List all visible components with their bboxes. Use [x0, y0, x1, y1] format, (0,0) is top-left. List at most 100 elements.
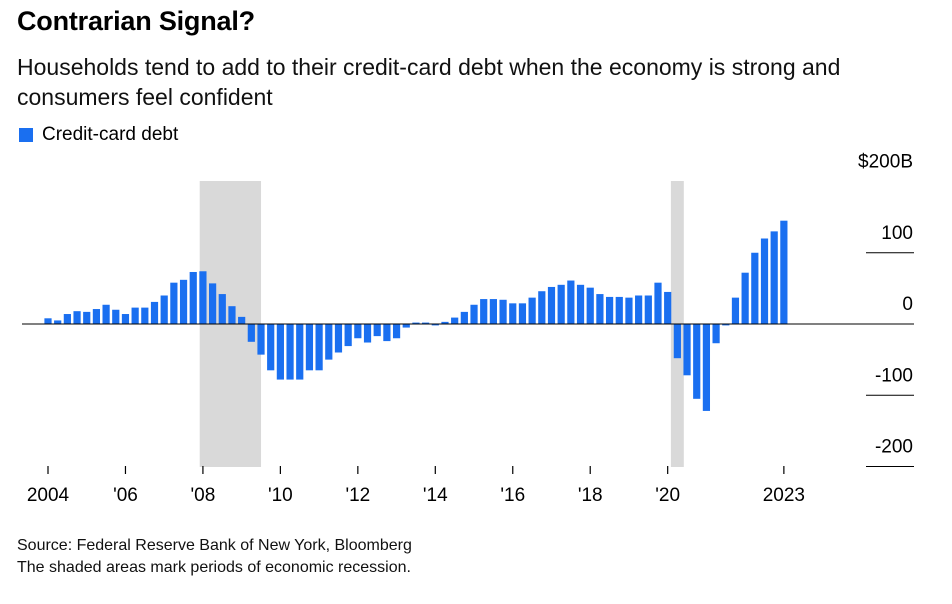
chart-subtitle: Households tend to add to their credit-c…	[17, 54, 841, 110]
bar	[412, 322, 420, 324]
bar	[625, 297, 633, 324]
bar	[305, 324, 314, 371]
bar	[431, 324, 439, 326]
bar	[712, 324, 720, 344]
y-tick-label: -100	[875, 365, 913, 386]
x-tick-label: '16	[500, 485, 525, 506]
x-tick-label: '18	[578, 485, 603, 506]
bar	[422, 322, 430, 324]
bar	[451, 317, 459, 324]
y-tick-label: 0	[902, 294, 913, 315]
x-tick-label: '14	[423, 485, 448, 506]
y-tick-label: -200	[875, 437, 913, 458]
x-tick-label: '08	[191, 485, 216, 506]
bar	[567, 280, 575, 324]
bar	[518, 303, 527, 324]
bar	[654, 282, 662, 324]
bar	[489, 299, 497, 324]
x-tick-label: 2004	[27, 485, 70, 506]
bar	[247, 324, 255, 342]
bar	[325, 324, 333, 360]
bar	[44, 318, 52, 324]
bar	[683, 324, 691, 376]
bar	[392, 324, 401, 339]
bar	[402, 324, 410, 328]
legend-label: Credit-card debt	[42, 124, 179, 145]
bar	[547, 286, 556, 324]
bar	[557, 284, 565, 324]
bar	[257, 324, 265, 355]
bar	[741, 272, 749, 324]
bar	[751, 252, 759, 324]
bar	[189, 271, 197, 324]
bar	[160, 295, 168, 324]
bar	[576, 284, 585, 324]
x-tick-label: '10	[268, 485, 293, 506]
bar	[615, 296, 623, 324]
bar	[63, 314, 71, 324]
bar	[276, 324, 284, 380]
source-note: Source: Federal Reserve Bank of New York…	[17, 537, 412, 554]
bar	[121, 314, 130, 324]
bar	[218, 294, 226, 324]
bar	[702, 324, 711, 411]
bar	[480, 299, 488, 324]
bar	[209, 283, 217, 324]
bar	[112, 309, 120, 324]
x-tick-label: 2023	[763, 485, 805, 506]
y-tick-label: 100	[881, 223, 913, 244]
bar	[102, 304, 110, 324]
bar	[586, 287, 594, 324]
bar	[363, 324, 372, 343]
bar	[635, 295, 643, 324]
bar	[286, 324, 294, 380]
footer: Source: Federal Reserve Bank of New York…	[17, 535, 412, 579]
bar	[499, 299, 507, 324]
recession-note: The shaded areas mark periods of economi…	[17, 559, 411, 576]
bar	[760, 238, 769, 324]
x-tick-label: '20	[655, 485, 680, 506]
bar	[605, 296, 614, 324]
bar	[296, 324, 304, 380]
bar	[228, 306, 236, 324]
bar	[315, 324, 323, 371]
bar	[83, 311, 91, 324]
x-tick-label: '06	[113, 485, 138, 506]
bar	[131, 307, 139, 324]
bar	[693, 324, 701, 399]
bar	[373, 324, 381, 337]
bar	[664, 291, 672, 324]
bar	[73, 311, 81, 324]
bar	[92, 309, 101, 324]
bar	[238, 316, 246, 324]
bar	[354, 324, 362, 339]
legend: Credit-card debt	[19, 124, 178, 146]
bar	[770, 231, 778, 324]
bar	[179, 279, 188, 324]
bar	[509, 303, 517, 324]
bar	[538, 291, 546, 324]
y-tick-label: $200B	[858, 152, 913, 173]
bar	[170, 282, 178, 324]
bar	[731, 297, 740, 324]
bar	[267, 324, 275, 371]
bar	[673, 324, 681, 359]
bar	[334, 324, 343, 353]
bar	[141, 307, 149, 324]
bar	[54, 320, 62, 324]
bar	[644, 295, 652, 324]
chart-title: Contrarian Signal?	[17, 6, 255, 36]
x-tick-label: '12	[345, 485, 370, 506]
bar	[383, 324, 391, 342]
bar	[199, 271, 207, 324]
legend-swatch	[19, 128, 33, 142]
bar	[722, 324, 730, 326]
bar	[460, 311, 468, 324]
bar	[528, 297, 536, 324]
bar	[470, 304, 478, 324]
bar	[344, 324, 352, 347]
bar	[780, 220, 788, 324]
bar	[596, 294, 604, 324]
bar	[441, 321, 449, 324]
